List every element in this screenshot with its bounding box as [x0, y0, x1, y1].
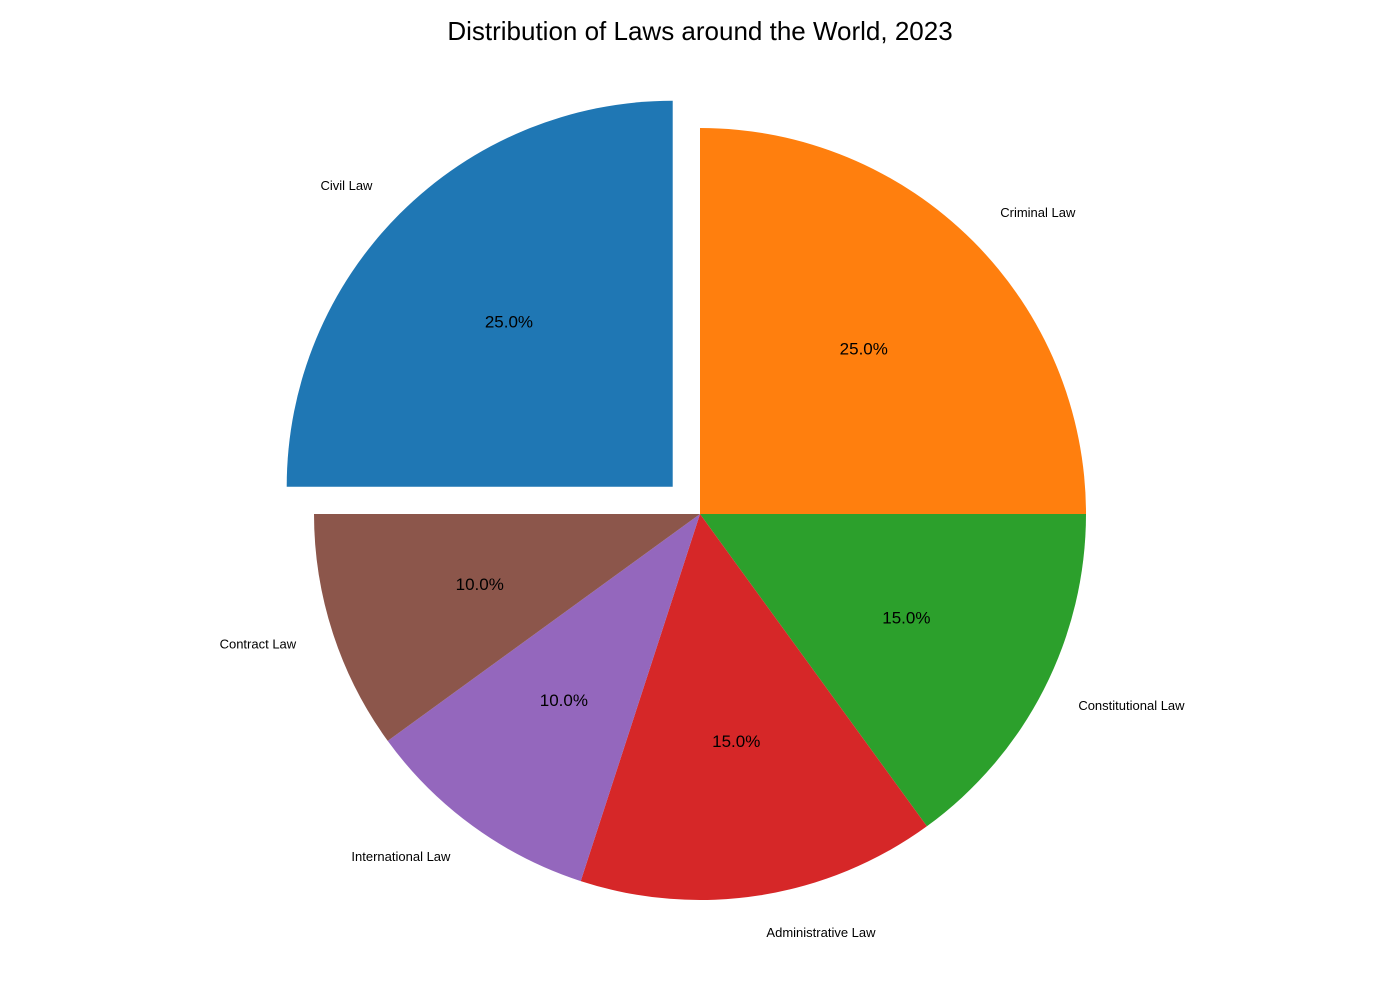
- slice-percent-label: 25.0%: [485, 312, 533, 331]
- pie-slice-constitutional-law: [700, 514, 1086, 827]
- pie-slice-administrative-law: [580, 514, 927, 900]
- pie-slices: [286, 100, 1086, 900]
- slice-label: Constitutional Law: [1078, 698, 1185, 713]
- slice-label: International Law: [351, 849, 451, 864]
- pie-slice-criminal-law: [700, 128, 1086, 514]
- pie-labels: Criminal Law 25.0% Constitutional Law 15.0%…: [220, 178, 1186, 940]
- slice-label: Administrative Law: [766, 925, 876, 940]
- pie-slice-civil-law: [286, 100, 673, 487]
- pie-slice-contract-law: [314, 514, 700, 741]
- chart-title: Distribution of Laws around the World, 2…: [447, 16, 952, 46]
- slice-label: Criminal Law: [1000, 205, 1076, 220]
- slice-percent-label: 15.0%: [712, 732, 760, 751]
- slice-label: Civil Law: [320, 178, 373, 193]
- slice-percent-label: 10.0%: [456, 575, 504, 594]
- slice-percent-label: 10.0%: [540, 691, 588, 710]
- slice-label: Contract Law: [220, 637, 297, 652]
- slice-percent-label: 25.0%: [840, 340, 888, 359]
- slice-percent-label: 15.0%: [882, 609, 930, 628]
- pie-slice-international-law: [387, 514, 700, 882]
